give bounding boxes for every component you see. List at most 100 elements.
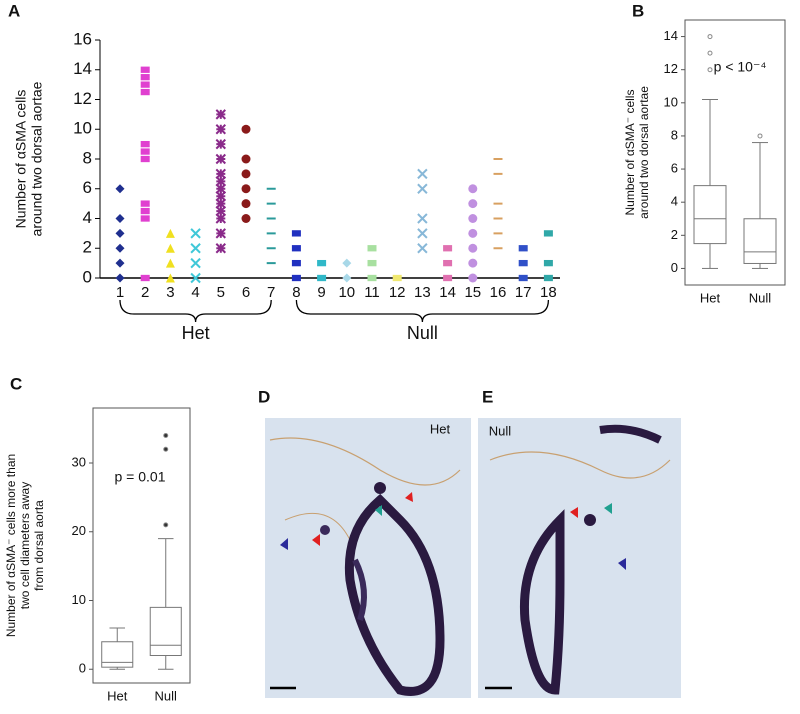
point: [241, 214, 251, 223]
point: [215, 138, 227, 150]
point: [140, 155, 150, 163]
outlier: [163, 433, 169, 438]
x-tick-label: 16: [490, 284, 507, 301]
point: [417, 243, 428, 254]
y-tick-label: 14: [664, 28, 678, 43]
point: [165, 228, 175, 238]
x-tick-label: 3: [166, 284, 174, 301]
point: [291, 230, 301, 237]
point: [543, 259, 553, 267]
x-tick-label: 5: [217, 284, 225, 301]
point: [140, 207, 150, 215]
x-tick-label: 2: [141, 284, 149, 301]
point: [417, 213, 428, 224]
point: [140, 274, 150, 282]
y-tick-label: 12: [664, 61, 678, 76]
x-tick-label: Het: [107, 688, 128, 703]
plot-frame: [92, 407, 191, 684]
point: [190, 228, 201, 239]
point: [468, 184, 478, 194]
point: [317, 274, 327, 282]
point: [543, 230, 553, 237]
point: [443, 259, 453, 267]
point: [140, 148, 150, 155]
x-tick-label: 14: [439, 284, 456, 301]
x-tick-label: 4: [191, 284, 199, 301]
point: [417, 183, 428, 194]
point: [115, 228, 125, 238]
micrograph-e: [478, 418, 681, 698]
point: [342, 273, 352, 283]
point: [291, 259, 301, 267]
x-tick-label: 12: [389, 284, 406, 301]
outlier: [163, 522, 169, 528]
point: [215, 190, 227, 202]
point: [215, 205, 227, 217]
y-tick-label: 2: [671, 227, 678, 242]
y-axis-label: Number of αSMA⁻ cells more than: [4, 454, 18, 637]
point: [215, 183, 227, 194]
y-tick-label: 20: [72, 523, 86, 538]
point: [417, 228, 428, 239]
point: [241, 154, 251, 164]
point: [518, 274, 528, 282]
annotation: p = 0.01: [115, 469, 166, 485]
y-axis-label: Number of αSMA cells: [13, 90, 29, 229]
panel-label: D: [258, 387, 270, 406]
point: [518, 245, 528, 252]
point: [215, 243, 227, 254]
point: [215, 198, 227, 209]
point: [518, 259, 528, 267]
x-tick-label: 11: [364, 284, 380, 301]
y-tick-label: 16: [73, 29, 92, 48]
box: [693, 185, 727, 245]
point: [140, 215, 150, 222]
point: [291, 274, 301, 282]
x-tick-label: Null: [749, 290, 772, 305]
y-tick-label: 4: [83, 208, 92, 227]
outlier: [757, 133, 763, 139]
x-tick-label: 17: [515, 284, 532, 301]
point: [241, 199, 251, 209]
point: [140, 140, 150, 148]
x-tick-label: 10: [338, 284, 355, 301]
x-tick-label: 15: [464, 284, 481, 301]
point: [241, 124, 251, 134]
x-tick-label: 6: [242, 284, 250, 301]
point: [215, 109, 227, 120]
y-tick-label: 6: [83, 178, 92, 197]
y-tick-label: 14: [73, 59, 92, 78]
point: [241, 169, 251, 179]
micrograph-d: [265, 418, 471, 698]
plot-frame: [684, 19, 786, 286]
group-label: Het: [182, 323, 210, 343]
y-tick-label: 6: [671, 161, 678, 176]
box: [149, 606, 182, 656]
point: [468, 273, 478, 283]
point: [443, 274, 453, 282]
point: [140, 200, 150, 207]
x-tick-label: 1: [116, 284, 124, 301]
point: [190, 257, 201, 269]
panel-label: A: [8, 1, 20, 20]
point: [417, 168, 428, 180]
y-tick-label: 2: [83, 238, 92, 257]
point: [215, 213, 227, 224]
group-bracket: [119, 299, 272, 323]
outlier: [707, 67, 713, 73]
y-tick-label: 0: [671, 260, 678, 275]
image-label: Het: [430, 421, 451, 436]
box: [743, 218, 777, 264]
outlier: [707, 50, 713, 56]
image-label: Null: [489, 423, 512, 438]
point: [190, 272, 201, 284]
y-axis-label: two cell diameters away: [18, 482, 32, 609]
point: [115, 184, 125, 194]
x-tick-label: 8: [292, 284, 300, 301]
outlier: [163, 446, 169, 452]
point: [342, 258, 352, 268]
point: [115, 273, 125, 283]
x-tick-label: 18: [540, 284, 557, 301]
point: [317, 259, 327, 267]
